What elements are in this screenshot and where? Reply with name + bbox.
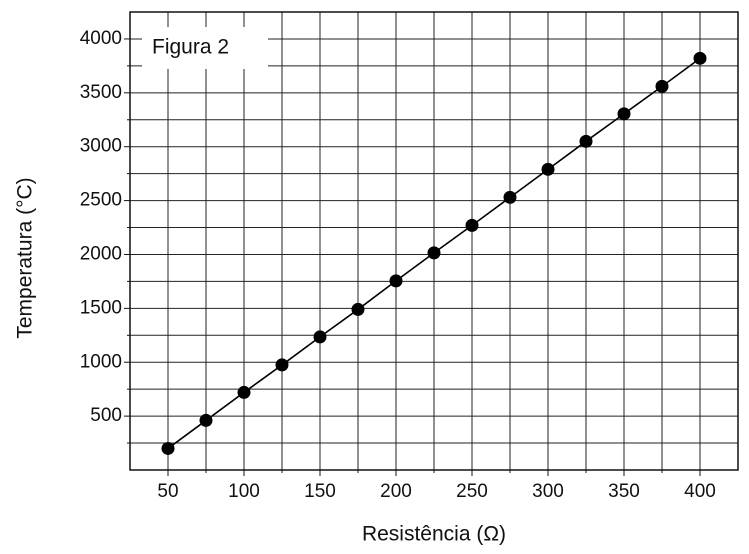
data-point bbox=[693, 51, 707, 65]
x-tick-label: 100 bbox=[228, 481, 260, 502]
annotation: Figura 2 bbox=[152, 36, 229, 59]
data-point bbox=[655, 79, 669, 93]
data-point bbox=[237, 385, 251, 399]
x-tick-label: 250 bbox=[456, 481, 488, 502]
y-tick-label: 2000 bbox=[80, 243, 122, 264]
y-tick-label: 1500 bbox=[80, 297, 122, 318]
x-tick-label: 150 bbox=[304, 481, 336, 502]
data-point bbox=[427, 246, 441, 260]
data-point bbox=[161, 441, 175, 455]
y-tick-label: 3500 bbox=[80, 82, 122, 103]
y-tick-label: 500 bbox=[90, 405, 122, 426]
data-point bbox=[579, 134, 593, 148]
data-point bbox=[617, 107, 631, 121]
data-point bbox=[389, 274, 403, 288]
y-axis-label: Temperatura (°C) bbox=[14, 177, 37, 338]
x-tick-label: 350 bbox=[608, 481, 640, 502]
marks bbox=[161, 51, 707, 455]
data-point bbox=[351, 302, 365, 316]
x-tick-label: 200 bbox=[380, 481, 412, 502]
data-point bbox=[313, 330, 327, 344]
data-point bbox=[541, 162, 555, 176]
data-point bbox=[275, 358, 289, 372]
annotation-box bbox=[142, 27, 268, 69]
data-point bbox=[503, 190, 517, 204]
y-tick-label: 3000 bbox=[80, 136, 122, 157]
y-tick-label: 1000 bbox=[80, 351, 122, 372]
y-tick-label: 2500 bbox=[80, 190, 122, 211]
x-tick-label: 300 bbox=[532, 481, 564, 502]
x-tick-label: 50 bbox=[157, 481, 178, 502]
x-axis-label: Resistência (Ω) bbox=[362, 523, 506, 546]
data-point bbox=[465, 218, 479, 232]
data-point bbox=[199, 413, 213, 427]
y-tick-label: 4000 bbox=[80, 28, 122, 49]
x-tick-label: 400 bbox=[684, 481, 716, 502]
grid bbox=[130, 12, 738, 470]
